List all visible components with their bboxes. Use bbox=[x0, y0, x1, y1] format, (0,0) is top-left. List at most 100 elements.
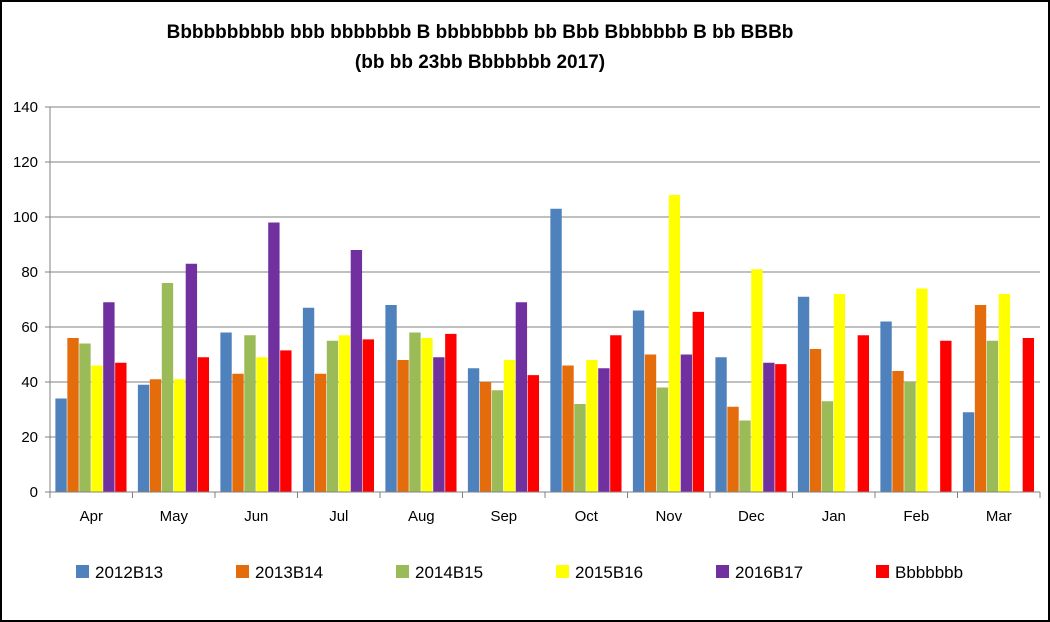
bar bbox=[385, 305, 397, 492]
bar bbox=[680, 354, 693, 492]
bar bbox=[656, 387, 669, 492]
bar bbox=[751, 269, 763, 492]
y-tick-label: 80 bbox=[21, 264, 38, 281]
bar bbox=[244, 335, 256, 492]
bar bbox=[350, 250, 363, 492]
bar bbox=[857, 335, 870, 492]
bar bbox=[892, 371, 904, 492]
x-tick-label: Sep bbox=[490, 508, 517, 525]
x-tick-label: Jan bbox=[822, 508, 846, 525]
bar bbox=[1022, 338, 1035, 492]
y-tick-label: 60 bbox=[21, 319, 38, 336]
bar bbox=[562, 365, 574, 492]
bar bbox=[727, 406, 739, 492]
legend-label: 2013B14 bbox=[255, 563, 323, 582]
bar bbox=[115, 362, 127, 492]
x-tick-label: Nov bbox=[655, 508, 682, 525]
x-tick-label: Dec bbox=[738, 508, 765, 525]
bar bbox=[479, 382, 492, 492]
y-axis-tick-labels: 0 20 40 60 80 100 120 140 bbox=[13, 99, 38, 501]
bar bbox=[998, 294, 1011, 492]
bar bbox=[880, 321, 892, 492]
bar bbox=[986, 340, 999, 492]
bar bbox=[79, 343, 91, 492]
x-tick-label: Aug bbox=[408, 508, 435, 525]
x-tick-label: Mar bbox=[986, 508, 1012, 525]
axes bbox=[49, 107, 1041, 498]
legend-swatch bbox=[556, 565, 569, 578]
bar bbox=[232, 373, 244, 492]
bar bbox=[220, 332, 232, 492]
gridlines bbox=[45, 106, 1040, 493]
y-tick-label: 100 bbox=[13, 209, 38, 226]
bar bbox=[809, 349, 822, 492]
bar bbox=[433, 357, 445, 492]
y-tick-label: 40 bbox=[21, 374, 38, 391]
bar bbox=[692, 311, 705, 493]
bar bbox=[940, 340, 952, 492]
bar bbox=[103, 302, 115, 492]
y-tick-label: 0 bbox=[30, 484, 38, 501]
bar bbox=[962, 412, 975, 492]
bar bbox=[67, 338, 79, 492]
bar bbox=[185, 263, 198, 492]
x-tick-label: May bbox=[160, 508, 189, 525]
bar bbox=[173, 379, 186, 492]
bar bbox=[775, 364, 787, 493]
bar bbox=[668, 195, 681, 492]
bar bbox=[797, 296, 810, 492]
y-tick-label: 20 bbox=[21, 429, 38, 446]
bar bbox=[715, 357, 727, 492]
legend-swatch bbox=[76, 565, 89, 578]
legend-label: 2014B15 bbox=[415, 563, 483, 582]
legend-swatch bbox=[236, 565, 249, 578]
bar bbox=[904, 382, 916, 492]
legend-label: 2016B17 bbox=[735, 563, 803, 582]
x-tick-label: Feb bbox=[903, 508, 929, 525]
x-axis-tick-labels: Apr May Jun Jul Aug Sep Oct Nov Dec Jan Feb Mar bbox=[80, 508, 1012, 525]
x-tick-label: Oct bbox=[575, 508, 599, 525]
bar bbox=[409, 332, 421, 492]
legend-label: 2012B13 bbox=[95, 563, 163, 582]
bar bbox=[739, 420, 751, 492]
bar bbox=[610, 335, 622, 492]
bar bbox=[302, 307, 315, 492]
bar bbox=[574, 404, 586, 492]
bar bbox=[491, 390, 504, 492]
legend: 2012B13 2013B14 2014B15 2015B16 2016B17 Bbbbb… bbox=[76, 563, 963, 582]
bar bbox=[149, 379, 162, 492]
chart-subtitle: (bb bb 23bb Bbbbbbb 2017) bbox=[354, 52, 606, 73]
bar bbox=[362, 339, 375, 493]
x-tick-label: Apr bbox=[80, 508, 103, 525]
bar bbox=[268, 222, 280, 492]
chart-title-line-1: Bbbbbbbbbb bbb bbbbbbb B bbbbbbbb bb Bbb… bbox=[166, 22, 794, 43]
bar bbox=[503, 360, 516, 492]
bar bbox=[280, 350, 292, 493]
bar bbox=[197, 357, 210, 492]
legend-label: 2015B16 bbox=[575, 563, 643, 582]
bar bbox=[338, 335, 351, 492]
bar bbox=[586, 360, 598, 492]
bar bbox=[515, 302, 528, 492]
bar bbox=[632, 310, 645, 492]
bar bbox=[137, 384, 150, 492]
bar bbox=[821, 401, 834, 492]
legend-swatch bbox=[396, 565, 409, 578]
bar bbox=[314, 373, 327, 492]
bar bbox=[916, 288, 928, 492]
bar bbox=[527, 375, 540, 493]
x-tick-label: Jun bbox=[244, 508, 268, 525]
legend-swatch bbox=[876, 565, 889, 578]
bar bbox=[644, 354, 657, 492]
bar bbox=[91, 365, 103, 492]
bar bbox=[763, 362, 775, 492]
bar bbox=[256, 357, 268, 492]
legend-swatch bbox=[716, 565, 729, 578]
bar bbox=[550, 208, 562, 492]
y-tick-label: 120 bbox=[13, 154, 38, 171]
bar bbox=[421, 338, 433, 492]
y-tick-label: 140 bbox=[13, 99, 38, 116]
chart-title: Bbbbbbbbbb bbb bbbbbbb B bbbbbbbb bb Bbb… bbox=[40, 18, 920, 78]
bar bbox=[55, 398, 67, 492]
